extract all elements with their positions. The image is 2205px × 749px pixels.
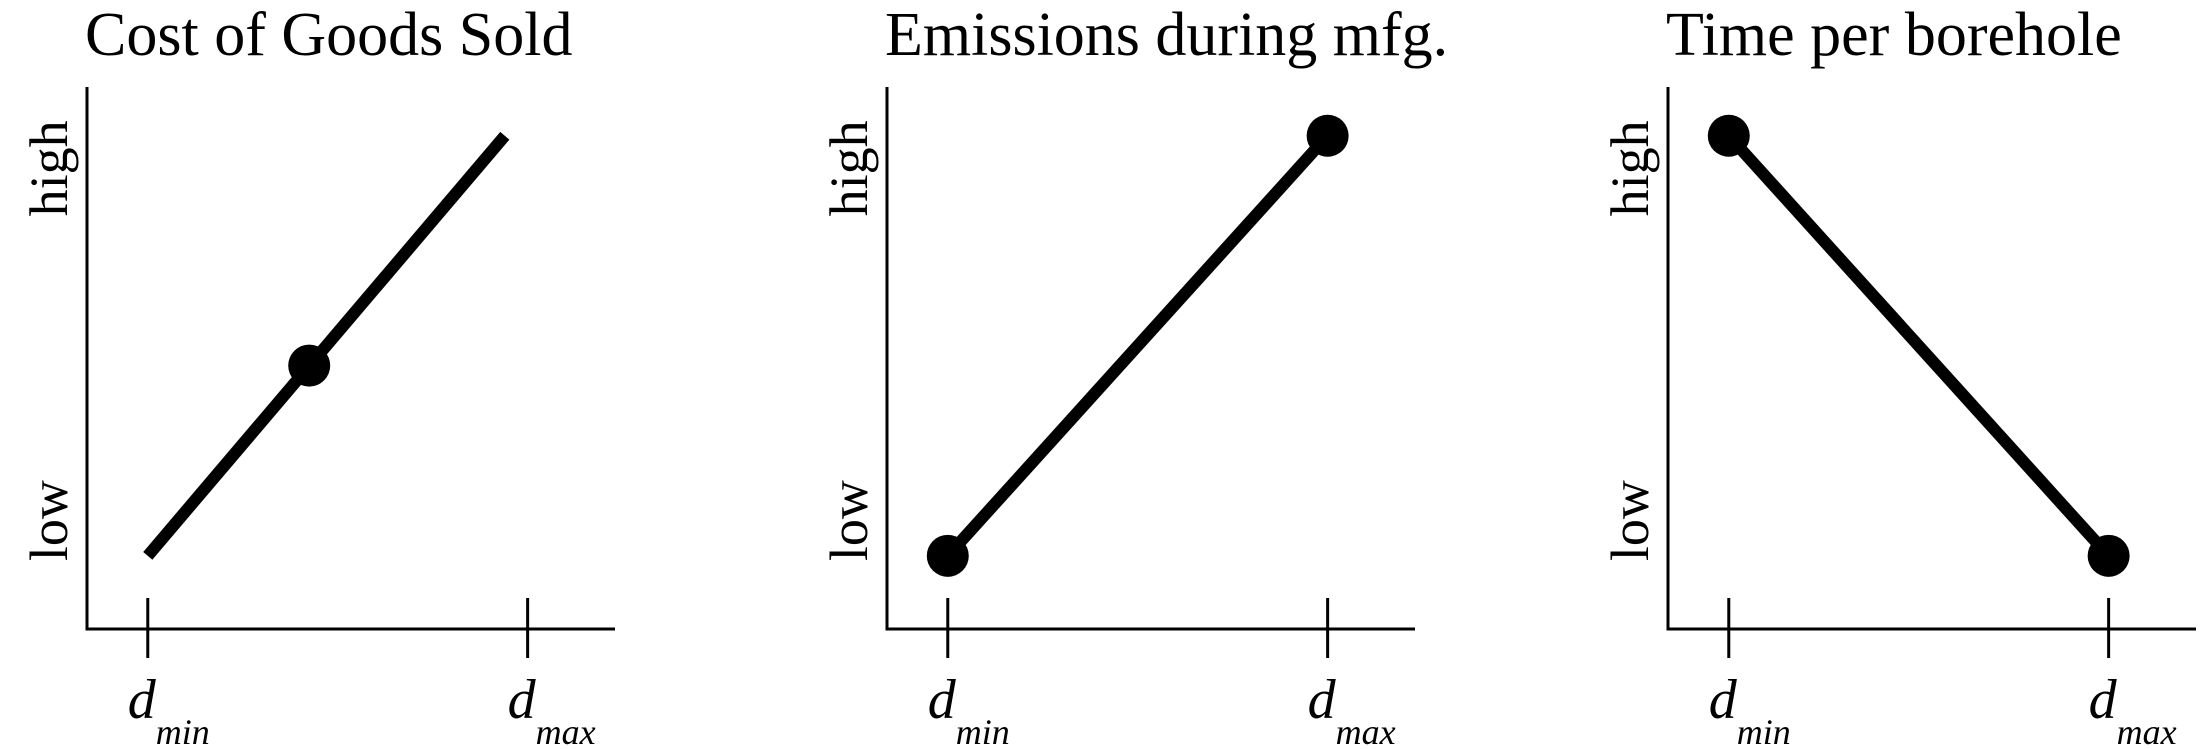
x-tick-subscript: min <box>156 712 210 749</box>
y-tick-label: high <box>1600 120 1660 216</box>
data-point <box>1707 114 1750 157</box>
x-tick-label: dmin <box>128 669 210 749</box>
x-tick-subscript: max <box>536 712 596 749</box>
data-point <box>288 344 331 387</box>
chart-title: Cost of Goods Sold <box>85 1 572 69</box>
x-tick-main: d <box>2089 669 2118 731</box>
x-tick-subscript: max <box>1336 712 1396 749</box>
y-tick-label: low <box>19 480 79 561</box>
x-tick-label: dmin <box>1709 669 1791 749</box>
x-tick-main: d <box>508 669 537 731</box>
data-line <box>143 131 510 560</box>
data-line <box>1724 131 2114 560</box>
data-point <box>2087 534 2130 577</box>
x-tick-subscript: max <box>2117 712 2177 749</box>
axes <box>85 87 615 631</box>
x-tick-label: dmax <box>1308 669 1396 749</box>
x-tick-main: d <box>1308 669 1337 731</box>
x-tick-label: dmax <box>508 669 596 749</box>
axes <box>885 87 1415 631</box>
y-tick-label: low <box>819 480 879 561</box>
chart-title: Emissions during mfg. <box>885 1 1448 69</box>
x-tick-main: d <box>1709 669 1738 731</box>
y-tick-label: high <box>819 120 879 216</box>
x-tick-label: dmin <box>928 669 1010 749</box>
x-tick-main: d <box>928 669 957 731</box>
y-tick-label: high <box>19 120 79 216</box>
x-tick-label: dmax <box>2089 669 2177 749</box>
y-tick-label: low <box>1600 480 1660 561</box>
data-point <box>926 534 969 577</box>
data-line <box>943 131 1333 560</box>
x-tick-subscript: min <box>1737 712 1791 749</box>
chart-title: Time per borehole <box>1666 1 2122 69</box>
x-tick-main: d <box>128 669 157 731</box>
axes <box>1666 87 2196 631</box>
data-point <box>1306 114 1349 157</box>
x-tick-subscript: min <box>956 712 1010 749</box>
